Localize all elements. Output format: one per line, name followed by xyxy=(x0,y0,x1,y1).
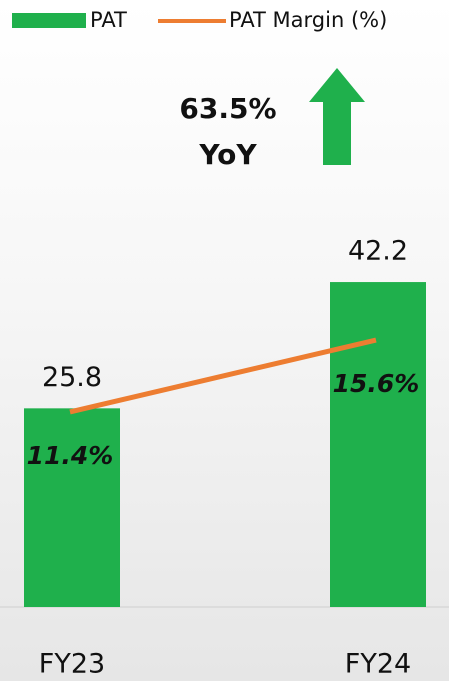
bar xyxy=(330,282,426,607)
margin-label: 15.6% xyxy=(333,369,420,398)
legend-label: PAT xyxy=(90,8,127,32)
legend-swatch xyxy=(12,13,86,28)
x-tick-label: FY24 xyxy=(345,649,411,680)
margin-label: 11.4% xyxy=(27,441,114,470)
up-arrow xyxy=(309,68,365,165)
bar-value-label: 25.8 xyxy=(42,362,102,393)
annotation: YoY xyxy=(198,138,257,171)
margin-line xyxy=(69,337,377,415)
bar-value-label: 42.2 xyxy=(348,236,408,267)
x-tick-label: FY23 xyxy=(39,649,105,680)
legend-label: PAT Margin (%) xyxy=(229,8,387,32)
annotation: 63.5% xyxy=(179,92,276,125)
bar xyxy=(24,408,120,607)
